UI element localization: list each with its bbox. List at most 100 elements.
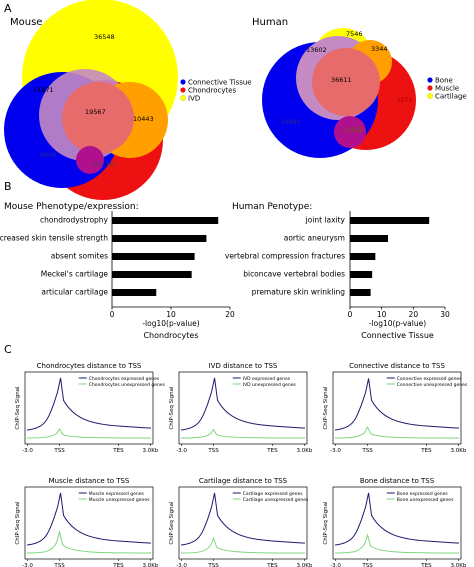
- chart-caption: Chondrocytes: [143, 331, 198, 340]
- unexpressed-curve: [334, 533, 460, 554]
- legend-dot: [180, 79, 186, 85]
- legend-dot: [180, 87, 186, 93]
- legend-label: IVD unexpressed genes: [243, 382, 297, 388]
- legend-label: Bone: [435, 77, 453, 85]
- legend-label: IVD expressed genes: [243, 376, 291, 382]
- tss-plot: Cartilage distance to TSS ChIP-Seq Signal…: [169, 477, 313, 567]
- legend-dot: [180, 95, 186, 101]
- x-tick-label: TSS: [53, 448, 65, 454]
- plot-title: Muscle distance to TSS: [49, 477, 130, 485]
- legend-label: Muscle unexpressed genes: [89, 497, 150, 503]
- x-tick-label: 20: [409, 310, 419, 319]
- legend-label: Chondrocytes expressed genes: [89, 376, 160, 382]
- bar-category-label: decreased skin tensile strength: [0, 234, 108, 243]
- legend-dot: [427, 93, 433, 99]
- legend-label: Bone expressed genes: [397, 491, 449, 497]
- x-tick-label: 10: [377, 310, 387, 319]
- venn-number: 150: [92, 162, 102, 168]
- legend-label: Connective expressed genes: [397, 376, 462, 382]
- bar-category-label: biconcave vertebral bodies: [243, 270, 345, 279]
- unexpressed-curve: [26, 428, 152, 439]
- expressed-curve: [180, 377, 306, 431]
- mouse-venn-title: Mouse: [10, 17, 42, 28]
- legend-dot: [427, 85, 433, 91]
- venn-overlap-ct-ch: [76, 146, 104, 174]
- x-tick-label: TES: [112, 563, 124, 567]
- panel-label-a: A: [4, 2, 12, 15]
- plot-frame: [178, 371, 308, 445]
- legend-label: Chondrocytes unexpressed genes: [89, 382, 166, 388]
- x-tick-label: TES: [420, 563, 432, 567]
- legend-label: Connective unexpressed genes: [397, 382, 468, 388]
- venn-number: 3371: [396, 96, 413, 104]
- plot-frame: [332, 486, 462, 560]
- x-tick-label: -3.0: [176, 448, 187, 454]
- mouse-venn-legend: Connective Tissue Chondrocytes IVD: [180, 79, 252, 103]
- venn-number: 13602: [306, 46, 327, 54]
- x-axis-label: -log10(p-value): [142, 319, 199, 328]
- x-tick-label: -3.0: [330, 448, 341, 454]
- plot-frame: [332, 371, 462, 445]
- plot-title: IVD distance to TSS: [209, 362, 278, 370]
- x-tick-label: 20: [225, 310, 235, 319]
- venn-overlap-center: [62, 82, 134, 154]
- plot-title: Chondrocytes distance to TSS: [37, 362, 142, 370]
- x-tick-label: -3.0: [176, 563, 187, 567]
- bar-category-label: vertebral compression fractures: [225, 252, 345, 261]
- x-tick-label: TSS: [207, 563, 219, 567]
- x-tick-label: 0: [110, 310, 115, 319]
- venn-number: 11652: [343, 126, 364, 134]
- x-tick-label: TSS: [207, 448, 219, 454]
- x-tick-label: TES: [420, 448, 432, 454]
- bar: [350, 289, 371, 296]
- legend-label: Chondrocytes: [188, 87, 237, 95]
- x-tick-label: 3.0Kb: [297, 563, 313, 567]
- tss-plot: Connective distance to TSS ChIP-Seq Signa…: [323, 362, 468, 454]
- x-tick-label: TES: [266, 448, 278, 454]
- bar-category-label: absent somites: [51, 252, 108, 261]
- x-tick-label: -3.0: [330, 563, 341, 567]
- unexpressed-curve: [334, 426, 460, 439]
- legend-label: Bone unexpressed genes: [397, 497, 454, 503]
- bar: [112, 253, 195, 260]
- legend-label: Connective Tissue: [188, 79, 252, 87]
- x-tick-label: 0: [348, 310, 353, 319]
- venn-number: 10443: [133, 115, 154, 123]
- venn-number: 3344: [371, 45, 388, 53]
- x-tick-label: 10: [166, 310, 176, 319]
- x-tick-label: 3.0Kb: [451, 448, 467, 454]
- y-axis-label: ChIP-Seq Signal: [15, 501, 21, 545]
- legend-label: IVD: [188, 95, 200, 103]
- bar: [350, 217, 430, 224]
- y-axis-label: ChIP-Seq Signal: [15, 386, 21, 430]
- legend-label: Cartilage: [435, 93, 467, 101]
- bar-chart-title: Mouse Phenotype/expression:: [4, 202, 139, 212]
- venn-overlap-bone-muscle: [334, 116, 366, 148]
- bar-category-label: chondrodystrophy: [40, 216, 109, 225]
- bar: [350, 253, 376, 260]
- venn-number: 9000: [40, 151, 57, 159]
- expressed-curve: [334, 492, 460, 546]
- x-tick-label: TSS: [53, 563, 65, 567]
- tss-plot: Muscle distance to TSS ChIP-Seq Signal -3.…: [15, 477, 159, 567]
- mouse-venn: Mouse 36548 11871 19567 10443 9000 150 1…: [4, 0, 252, 200]
- bar-chart-title: Human Penotype:: [232, 202, 312, 212]
- venn-number: 7546: [346, 30, 363, 38]
- plot-frame: [24, 371, 154, 445]
- unexpressed-curve: [26, 530, 152, 554]
- bar: [112, 217, 219, 224]
- legend-dot: [427, 77, 433, 83]
- expressed-curve: [334, 378, 460, 431]
- bar-category-label: articular cartilage: [41, 288, 108, 297]
- y-axis-label: ChIP-Seq Signal: [169, 386, 175, 430]
- plot-title: Cartilage distance to TSS: [199, 477, 288, 485]
- chart-caption: Connective Tissue: [361, 331, 434, 340]
- venn-number: 10880: [280, 118, 301, 126]
- x-tick-label: TES: [266, 563, 278, 567]
- legend-label: Cartilage unexpressed genes: [243, 497, 309, 503]
- panel-label-b: B: [4, 180, 12, 193]
- venn-number: 162: [106, 162, 116, 168]
- bar-category-label: premature skin wrinkling: [252, 288, 346, 297]
- x-tick-label: 3.0Kb: [297, 448, 313, 454]
